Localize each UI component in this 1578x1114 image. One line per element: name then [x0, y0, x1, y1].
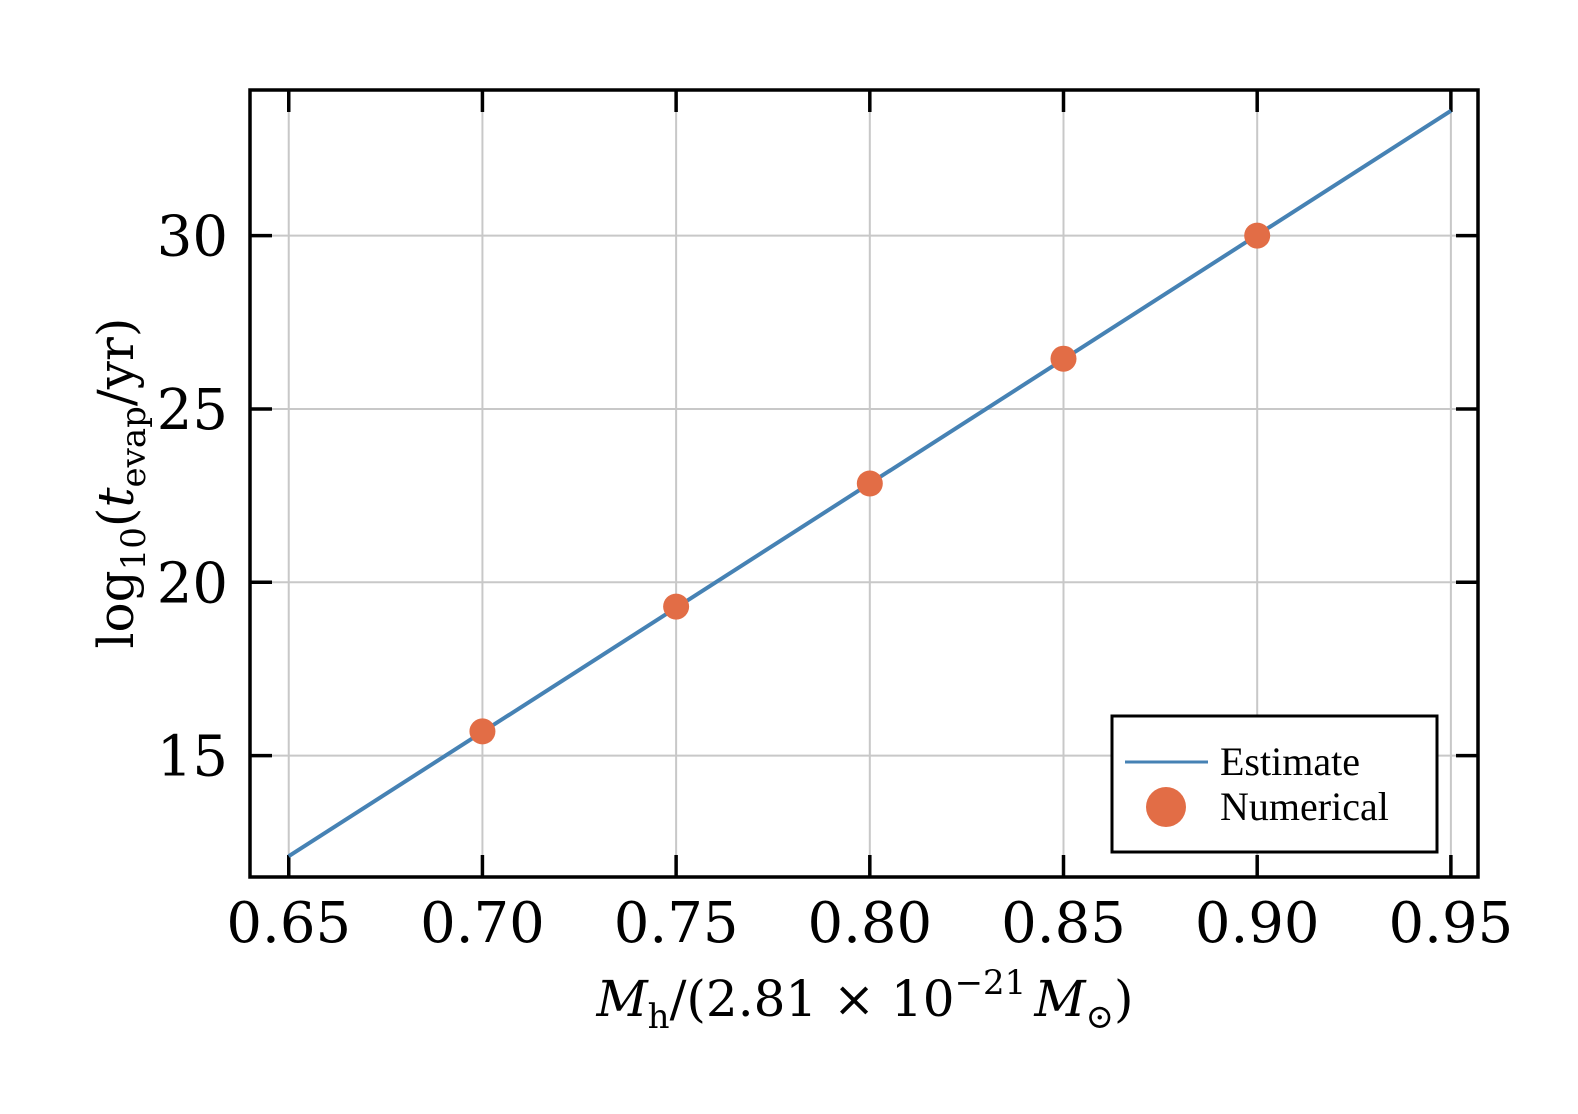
legend: Estimate Numerical — [1110, 714, 1439, 854]
y-label-var: t — [87, 487, 145, 508]
x-axis-label: Mh/(2.81 × 10−21 M⊙) — [595, 963, 1133, 1037]
plot-frame — [248, 88, 1480, 879]
x-tick-label: 0.85 — [1001, 891, 1126, 956]
y-label-open: ( — [87, 508, 145, 528]
y-tick-label: 15 — [157, 725, 228, 790]
legend-estimate-label: Estimate — [1220, 739, 1360, 784]
x-tick-label: 0.70 — [420, 891, 545, 956]
numerical-point — [856, 470, 883, 497]
x-label-unit-sub: ⊙ — [1086, 997, 1115, 1037]
numerical-point — [1244, 222, 1271, 249]
legend-box — [1110, 714, 1439, 854]
numerical-point — [469, 718, 496, 745]
x-label-var-sub: h — [648, 997, 670, 1037]
y-label-fn: log — [87, 570, 145, 648]
y-label-fn-sub: 10 — [114, 527, 154, 570]
x-tick-label: 0.75 — [614, 891, 739, 956]
y-tick-label: 20 — [157, 551, 228, 616]
legend-numerical-label: Numerical — [1220, 784, 1389, 829]
x-label-rest: /(2.81 × 10 — [670, 970, 955, 1028]
y-tick-label: 30 — [157, 205, 228, 270]
y-tick-label: 25 — [157, 378, 228, 443]
x-label-unit: M — [1033, 970, 1087, 1028]
numerical-point — [1050, 345, 1077, 372]
x-label-exp: −21 — [955, 963, 1027, 1003]
x-tick-label: 0.90 — [1195, 891, 1320, 956]
y-label-rest: /yr) — [87, 318, 145, 407]
x-label-close: ) — [1114, 970, 1134, 1028]
series-layer — [287, 109, 1452, 858]
y-label-var-sub: evap — [114, 406, 154, 487]
legend-numerical-marker — [1146, 787, 1186, 827]
x-tick-label: 0.95 — [1389, 891, 1514, 956]
x-tick-labels: 0.65 0.70 0.75 0.80 0.85 0.90 0.95 — [226, 891, 1513, 956]
x-tick-label: 0.80 — [807, 891, 932, 956]
x-label-var: M — [595, 970, 649, 1028]
y-tick-labels: 15 20 25 30 — [157, 205, 228, 790]
y-axis-label: log10(tevap/yr) — [87, 318, 154, 649]
axis-ticks — [250, 90, 1478, 877]
grid — [250, 90, 1478, 877]
x-tick-label: 0.65 — [226, 891, 351, 956]
numerical-point — [663, 593, 690, 620]
